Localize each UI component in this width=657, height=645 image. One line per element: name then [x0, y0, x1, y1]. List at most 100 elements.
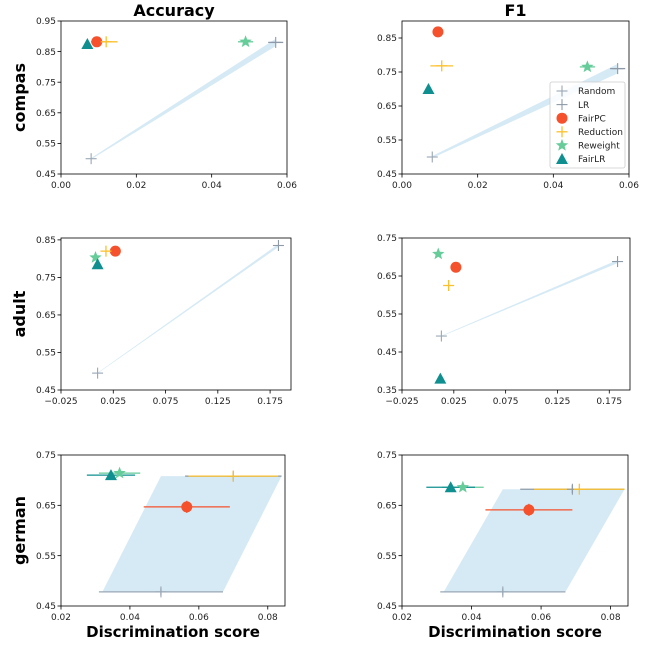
y-tick-label: 0.75	[377, 451, 397, 461]
x-tick-label: 0.125	[205, 397, 231, 407]
x-tick-label: 0.04	[543, 181, 563, 191]
legend-label-reweight: Reweight	[578, 142, 620, 152]
x-axis-label: Discrimination score	[428, 623, 602, 641]
x-tick-label: 0.025	[441, 397, 467, 407]
column-title: Accuracy	[133, 1, 215, 20]
band-area	[443, 489, 625, 592]
y-tick-label: 0.35	[377, 386, 397, 396]
legend-marker-fairlr	[556, 153, 568, 164]
x-tick-label: −0.025	[44, 397, 77, 407]
x-tick-label: 0.06	[619, 181, 639, 191]
point-reweight	[89, 251, 102, 263]
axes-frame	[60, 237, 292, 391]
x-tick-label: 0.06	[189, 613, 209, 623]
point-fairpc	[450, 261, 462, 273]
x-tick-label: 0.00	[392, 181, 412, 191]
x-tick-label: 0.175	[596, 397, 622, 407]
x-tick-label: 0.075	[493, 397, 519, 407]
x-tick-label: 0.04	[462, 613, 482, 623]
x-tick-label: −0.025	[385, 397, 418, 407]
x-tick-label: 0.02	[468, 181, 488, 191]
band-area	[91, 38, 276, 160]
point-fairpc	[91, 36, 103, 48]
panel-6: 0.02 0.04 0.06 0.08 0.45 0.55 0.65 0.75 Discrimi…	[377, 451, 629, 641]
axes-frame	[401, 237, 631, 391]
point-reweight	[456, 480, 470, 493]
x-tick-label: 0.02	[392, 613, 412, 623]
point-fairlr	[444, 481, 457, 493]
legend-label-fairlr: FairLR	[578, 155, 605, 165]
y-tick-label: 0.85	[36, 236, 56, 246]
point-fairlr	[104, 469, 117, 481]
row-label: german	[10, 496, 29, 565]
legend-label-lr: LR	[578, 101, 589, 111]
y-tick-label: 0.55	[36, 552, 56, 562]
row-label: compas	[10, 63, 29, 132]
panel-1: 0.00 0.02 0.04 0.06 0.45 0.55 0.65 0.75 0.85 0.95…	[10, 1, 297, 191]
y-tick-label: 0.55	[377, 552, 397, 562]
y-tick-label: 0.55	[377, 136, 397, 146]
y-tick-label: 0.45	[377, 170, 397, 180]
legend-marker-fairpc	[556, 112, 568, 124]
axes-frame	[60, 20, 288, 175]
axes-frame	[60, 454, 286, 607]
y-tick-label: 0.45	[36, 170, 56, 180]
y-tick-label: 0.45	[377, 348, 397, 358]
x-tick-label: 0.04	[120, 613, 140, 623]
point-fairpc	[523, 504, 535, 516]
point-reweight	[581, 60, 594, 73]
point-fairlr	[91, 258, 104, 270]
point-fairpc	[109, 245, 121, 257]
y-tick-label: 0.75	[36, 451, 56, 461]
x-tick-label: 0.00	[51, 181, 71, 191]
legend-label-reduction: Reduction	[578, 128, 623, 138]
point-fairlr	[434, 372, 447, 384]
legend-label-random: Random	[578, 87, 615, 97]
y-tick-label: 0.45	[36, 602, 56, 612]
x-tick-label: 0.02	[51, 613, 71, 623]
x-tick-label: 0.125	[545, 397, 571, 407]
point-fairlr	[81, 37, 94, 49]
panel-3: −0.025 0.025 0.075 0.125 0.175 0.45 0.55 0.65 0.…	[10, 236, 292, 407]
column-title: F1	[504, 1, 526, 20]
legend: Random LR FairPC Reduction Reweight FairLR	[549, 81, 626, 169]
x-tick-label: 0.06	[277, 181, 297, 191]
y-tick-label: 0.65	[377, 272, 397, 282]
y-tick-label: 0.65	[36, 502, 56, 512]
x-tick-label: 0.08	[258, 613, 278, 623]
point-reweight	[113, 466, 126, 479]
y-tick-label: 0.65	[36, 311, 56, 321]
axes-frame	[401, 454, 629, 607]
panel-4: −0.025 0.025 0.075 0.125 0.175 0.35 0.45 0.55 0.…	[377, 234, 631, 407]
x-tick-label: 0.175	[257, 397, 283, 407]
y-tick-label: 0.95	[36, 17, 56, 27]
y-tick-label: 0.75	[377, 68, 397, 78]
y-tick-label: 0.85	[36, 48, 56, 58]
point-reweight	[432, 247, 445, 260]
y-tick-label: 0.65	[377, 502, 397, 512]
y-tick-label: 0.75	[36, 78, 56, 88]
x-tick-label: 0.025	[100, 397, 126, 407]
point-reweight	[239, 35, 252, 48]
y-tick-label: 0.65	[377, 102, 397, 112]
y-tick-label: 0.85	[377, 34, 397, 44]
band-area	[97, 244, 279, 374]
x-axis-label: Discrimination score	[86, 623, 260, 641]
y-tick-label: 0.55	[36, 349, 56, 359]
y-tick-label: 0.55	[36, 140, 56, 150]
y-tick-label: 0.75	[36, 274, 56, 284]
panel-5: 0.02 0.04 0.06 0.08 0.45 0.55 0.65 0.75 german Di…	[10, 451, 286, 641]
y-tick-label: 0.65	[36, 109, 56, 119]
legend-marker-reweight	[555, 138, 569, 151]
row-label: adult	[10, 290, 29, 337]
point-fairlr	[422, 83, 435, 94]
point-fairpc	[181, 501, 193, 513]
band-area	[441, 260, 618, 337]
legend-box	[549, 81, 626, 169]
x-tick-label: 0.075	[153, 397, 179, 407]
y-tick-label: 0.45	[36, 386, 56, 396]
axes-frame	[401, 20, 630, 175]
y-tick-label: 0.75	[377, 234, 397, 244]
legend-label-fairpc: FairPC	[578, 114, 606, 124]
